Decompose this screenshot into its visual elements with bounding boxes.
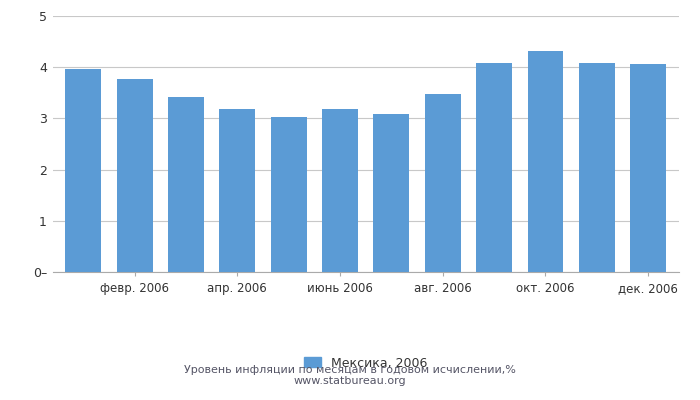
Bar (168, 98, 204, 272)
Bar (630, 64, 666, 272)
Bar (528, 51, 564, 272)
Legend: Мексика, 2006: Мексика, 2006 (300, 353, 431, 373)
Bar (219, 109, 256, 272)
Text: www.statbureau.org: www.statbureau.org (294, 376, 406, 386)
Bar (117, 80, 153, 272)
Bar (322, 109, 358, 272)
Text: Уровень инфляции по месяцам в годовом исчислении,%: Уровень инфляции по месяцам в годовом ис… (184, 365, 516, 375)
Bar (579, 62, 615, 272)
Bar (425, 94, 461, 272)
Bar (476, 62, 512, 272)
Bar (374, 114, 409, 272)
Bar (271, 117, 307, 272)
Bar (65, 69, 101, 272)
